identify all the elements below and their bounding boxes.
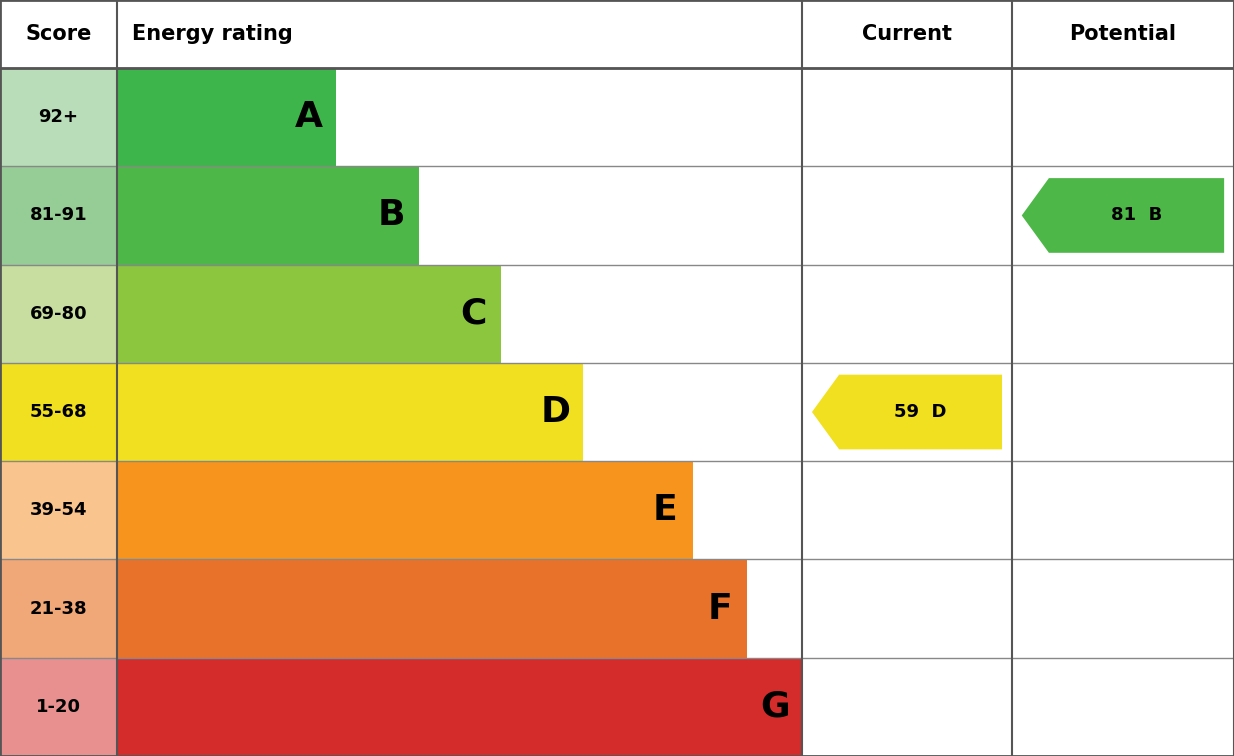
Text: Energy rating: Energy rating: [132, 24, 292, 44]
Text: Potential: Potential: [1070, 24, 1176, 44]
Bar: [0, 461, 117, 559]
Bar: [117, 461, 692, 559]
Polygon shape: [812, 375, 1002, 449]
Text: Current: Current: [863, 24, 951, 44]
Text: 81-91: 81-91: [30, 206, 88, 225]
Text: G: G: [760, 690, 790, 723]
Text: 55-68: 55-68: [30, 403, 88, 421]
Bar: [117, 166, 418, 265]
Text: Score: Score: [26, 24, 91, 44]
Bar: [0, 166, 117, 265]
Polygon shape: [1022, 178, 1224, 253]
Text: 21-38: 21-38: [30, 600, 88, 618]
Text: E: E: [653, 494, 677, 527]
Bar: [117, 363, 582, 461]
Text: F: F: [708, 592, 733, 625]
Text: 59  D: 59 D: [895, 403, 946, 421]
Bar: [0, 363, 117, 461]
Bar: [0, 68, 117, 166]
Bar: [0, 265, 117, 363]
Text: 81  B: 81 B: [1111, 206, 1162, 225]
Text: 69-80: 69-80: [30, 305, 88, 323]
Bar: [117, 68, 337, 166]
Bar: [0, 658, 117, 756]
Text: 1-20: 1-20: [36, 698, 81, 716]
Bar: [0, 559, 117, 658]
Text: C: C: [460, 297, 486, 330]
Text: D: D: [540, 395, 571, 429]
Bar: [117, 265, 501, 363]
Bar: [117, 559, 748, 658]
Text: 92+: 92+: [38, 108, 79, 126]
Text: 39-54: 39-54: [30, 501, 88, 519]
Text: B: B: [378, 199, 405, 232]
Bar: [117, 658, 802, 756]
Text: A: A: [295, 101, 323, 134]
